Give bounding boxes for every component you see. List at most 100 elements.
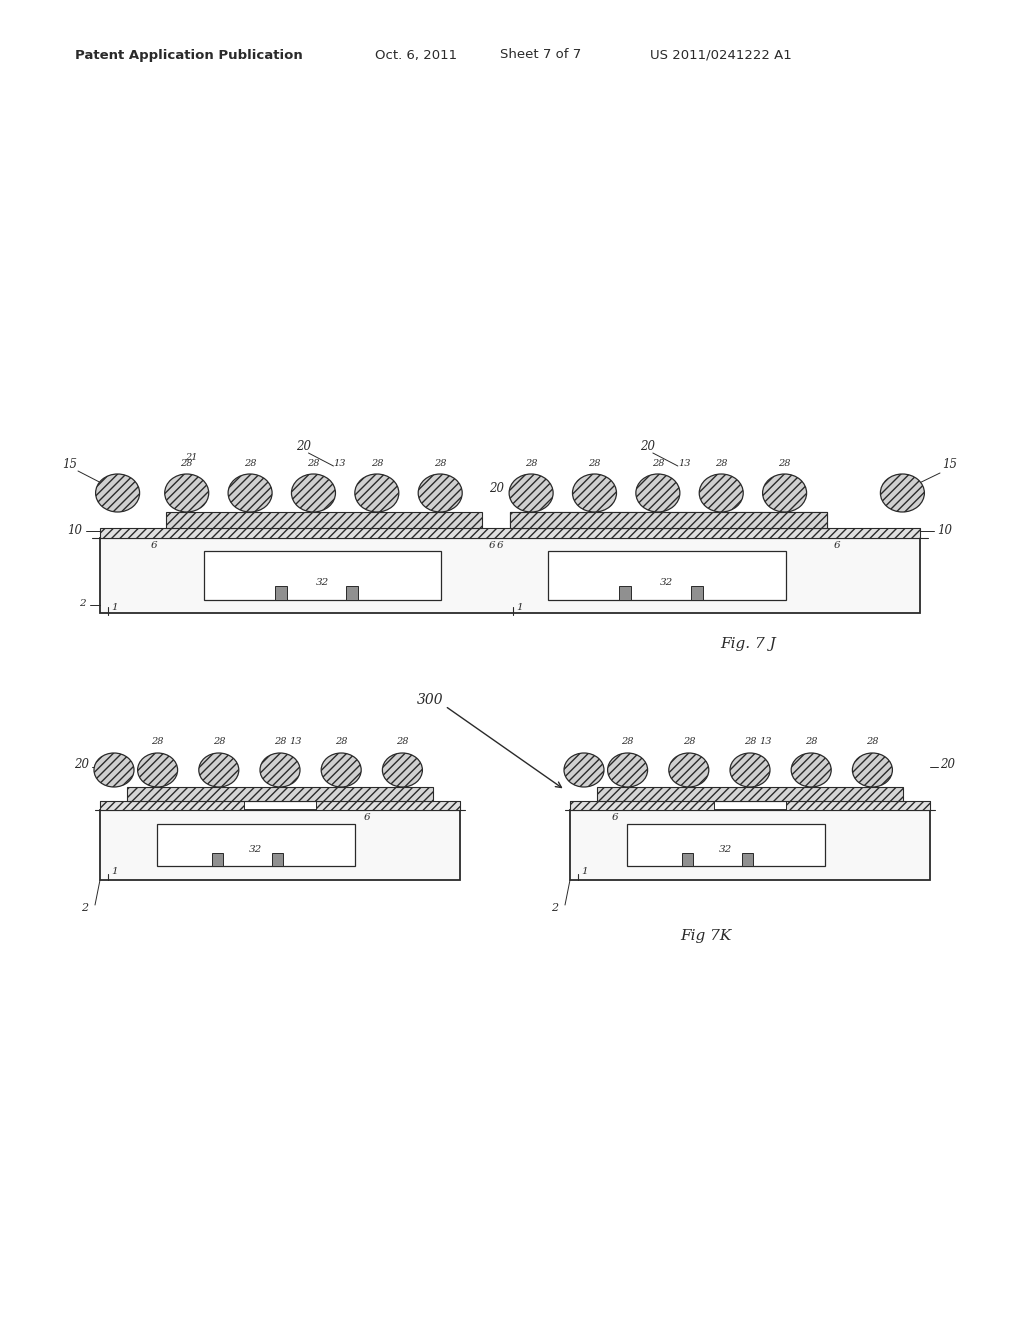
Bar	[274, 586, 287, 599]
Text: Sheet 7 of 7: Sheet 7 of 7	[500, 49, 582, 62]
Text: 28: 28	[651, 458, 665, 467]
Text: Oct. 6, 2011: Oct. 6, 2011	[375, 49, 457, 62]
Text: 6: 6	[364, 813, 370, 822]
Text: 28: 28	[307, 458, 319, 467]
Ellipse shape	[382, 752, 422, 787]
Text: 15: 15	[942, 458, 957, 471]
Text: 28: 28	[335, 738, 347, 747]
Text: 28: 28	[213, 738, 225, 747]
Text: 28: 28	[715, 458, 727, 467]
Text: 13: 13	[678, 458, 690, 467]
Ellipse shape	[418, 474, 462, 512]
Text: 28: 28	[743, 738, 757, 747]
Text: 28: 28	[805, 738, 817, 747]
Ellipse shape	[94, 752, 134, 787]
Ellipse shape	[669, 752, 709, 787]
Bar	[597, 787, 903, 801]
Ellipse shape	[260, 752, 300, 787]
Text: 32: 32	[249, 845, 262, 854]
Text: 20: 20	[940, 759, 955, 771]
Bar	[100, 528, 920, 539]
Text: 21: 21	[185, 453, 198, 462]
Bar	[316, 801, 460, 810]
Ellipse shape	[564, 752, 604, 787]
Text: 28: 28	[866, 738, 879, 747]
Bar	[100, 810, 460, 880]
Bar	[741, 853, 753, 866]
Ellipse shape	[763, 474, 807, 512]
Text: 28: 28	[622, 738, 634, 747]
Text: 15: 15	[62, 458, 78, 471]
Text: 1: 1	[517, 602, 523, 611]
Text: 28: 28	[273, 738, 287, 747]
Text: 28: 28	[525, 458, 538, 467]
Text: 1: 1	[582, 867, 589, 876]
Ellipse shape	[607, 752, 647, 787]
Bar	[570, 810, 930, 880]
Text: 28: 28	[778, 458, 791, 467]
Text: 28: 28	[244, 458, 256, 467]
Text: 32: 32	[660, 578, 674, 587]
Text: Patent Application Publication: Patent Application Publication	[75, 49, 303, 62]
Bar	[682, 853, 693, 866]
Bar	[510, 512, 826, 528]
Bar	[510, 512, 826, 528]
Ellipse shape	[572, 474, 616, 512]
Text: 1: 1	[112, 867, 119, 876]
Text: 6: 6	[151, 541, 157, 550]
Bar	[786, 801, 930, 810]
Text: 2: 2	[79, 598, 85, 607]
Bar	[570, 801, 930, 810]
Text: 6: 6	[497, 541, 504, 550]
Ellipse shape	[699, 474, 743, 512]
Text: Fig. 7 J: Fig. 7 J	[720, 638, 776, 651]
Bar	[100, 801, 244, 810]
Text: 32: 32	[719, 845, 732, 854]
Bar	[157, 824, 354, 866]
Text: Fig 7K: Fig 7K	[680, 929, 731, 942]
Text: 28: 28	[588, 458, 601, 467]
Ellipse shape	[792, 752, 831, 787]
Text: 6: 6	[611, 813, 618, 822]
Bar	[166, 512, 482, 528]
Ellipse shape	[509, 474, 553, 512]
Ellipse shape	[228, 474, 272, 512]
Ellipse shape	[95, 474, 139, 512]
Text: 6: 6	[834, 541, 840, 550]
Bar	[690, 586, 702, 599]
Bar	[212, 853, 223, 866]
Text: 20: 20	[640, 440, 655, 453]
Text: 13: 13	[289, 738, 301, 747]
Text: 300: 300	[417, 693, 443, 708]
Bar	[100, 539, 920, 612]
Bar	[100, 801, 460, 810]
Bar	[346, 586, 358, 599]
Text: 32: 32	[315, 578, 329, 587]
Text: 10: 10	[938, 524, 952, 536]
Text: 13: 13	[334, 458, 346, 467]
Text: 10: 10	[68, 524, 83, 536]
Text: 28: 28	[396, 738, 409, 747]
Text: 6: 6	[489, 541, 496, 550]
Ellipse shape	[852, 752, 892, 787]
Bar	[548, 552, 785, 599]
Text: 28: 28	[152, 738, 164, 747]
Ellipse shape	[292, 474, 336, 512]
Bar	[627, 824, 824, 866]
Bar	[570, 801, 714, 810]
Ellipse shape	[137, 752, 177, 787]
Ellipse shape	[636, 474, 680, 512]
Text: 28: 28	[683, 738, 695, 747]
Text: 2: 2	[552, 903, 558, 913]
Ellipse shape	[730, 752, 770, 787]
Text: 28: 28	[434, 458, 446, 467]
Ellipse shape	[165, 474, 209, 512]
Ellipse shape	[881, 474, 925, 512]
Text: 1: 1	[112, 602, 119, 611]
Ellipse shape	[355, 474, 398, 512]
Text: 20: 20	[488, 482, 504, 495]
Ellipse shape	[199, 752, 239, 787]
Bar	[620, 586, 632, 599]
Text: 2: 2	[82, 903, 88, 913]
Bar	[271, 853, 283, 866]
